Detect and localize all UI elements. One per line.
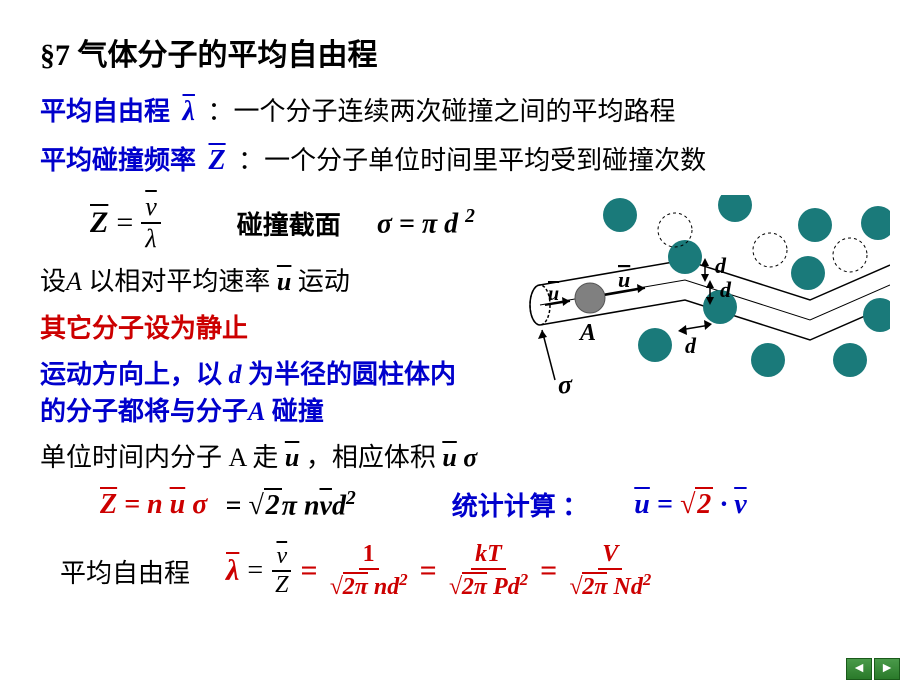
definition-z: 平均碰撞频率 Z ：一个分子单位时间里平均受到碰撞次数: [40, 141, 880, 180]
line6-us: u σ: [442, 443, 477, 472]
line3-A: A: [66, 267, 82, 296]
line3-pre: 设: [40, 267, 66, 296]
nav-prev-button[interactable]: ◄: [846, 658, 872, 680]
mfp-eq4: =: [540, 554, 557, 588]
eq-u: u = √2 · v: [634, 489, 746, 521]
mfp-frac3: kT √2π Pd2: [445, 541, 532, 601]
svg-text:u: u: [548, 283, 559, 305]
lambda-symbol: λ: [183, 96, 195, 127]
cross-section-label: 碰撞截面: [237, 205, 341, 242]
line3-mid: 以相对平均速率: [82, 267, 277, 296]
z-symbol: Z: [209, 145, 226, 176]
line3-u: u: [277, 267, 291, 296]
svg-text:d: d: [720, 277, 732, 302]
eq-z-frac: v λ: [141, 192, 161, 254]
mfp-eq3: =: [420, 554, 437, 588]
line6-u: u: [285, 443, 299, 472]
definition-lambda: 平均自由程 λ ：一个分子连续两次碰撞之间的平均路程: [40, 92, 880, 131]
line5-d: d: [229, 360, 242, 389]
mfp-eq2: =: [301, 554, 318, 588]
svg-text:d: d: [715, 253, 727, 278]
line6-pre: 单位时间内分子 A 走: [40, 443, 285, 472]
svg-text:σ: σ: [558, 370, 573, 395]
cylinder-desc: 运动方向上，以 d 为半径的圆柱体内的分子都将与分子A 碰撞: [40, 357, 480, 430]
lambda-desc: ：一个分子连续两次碰撞之间的平均路程: [207, 97, 675, 126]
line5-1: 运动方向上，以: [40, 360, 229, 389]
eq-z-equals: =: [116, 206, 133, 240]
mfp-frac4: V √2π Nd2: [565, 541, 655, 601]
mfp-eq1: =: [247, 555, 263, 587]
eq-z-num: v: [141, 192, 161, 224]
mfp-frac2: 1 √2π nd2: [326, 541, 412, 601]
eq-z-lhs: Z: [90, 206, 108, 240]
line5-3: 碰撞: [265, 397, 324, 426]
svg-text:d: d: [685, 333, 697, 358]
collision-diagram: A u u d d d σ: [510, 195, 890, 395]
z-label: 平均碰撞频率: [40, 146, 196, 175]
nav-controls: ◄ ►: [846, 658, 900, 680]
svg-text:u: u: [618, 267, 630, 292]
line3-post: 运动: [291, 267, 350, 296]
z-desc: ：一个分子单位时间里平均受到碰撞次数: [238, 146, 706, 175]
mfp-lambda: λ: [226, 554, 239, 588]
mfp-frac1: v Z: [271, 543, 292, 599]
stat-label: 统计计算 ：: [452, 486, 589, 523]
page-title: §7 气体分子的平均自由程: [40, 30, 880, 74]
eq-zn-lhs: Z = n u σ: [100, 489, 207, 521]
lambda-label: 平均自由程: [40, 97, 170, 126]
nav-next-button[interactable]: ►: [874, 658, 900, 680]
line5-A: A: [248, 397, 265, 426]
unit-time-line: 单位时间内分子 A 走 u ，相应体积 u σ: [40, 440, 880, 476]
eq-z-den: λ: [141, 224, 160, 254]
mfp-label: 平均自由程: [60, 553, 190, 590]
cross-section-formula: σ = π d 2: [377, 206, 475, 240]
eq-zn-rhs: = √2π nvd2: [225, 488, 355, 522]
line6-mid: ，相应体积: [299, 443, 442, 472]
svg-text:A: A: [578, 320, 596, 346]
